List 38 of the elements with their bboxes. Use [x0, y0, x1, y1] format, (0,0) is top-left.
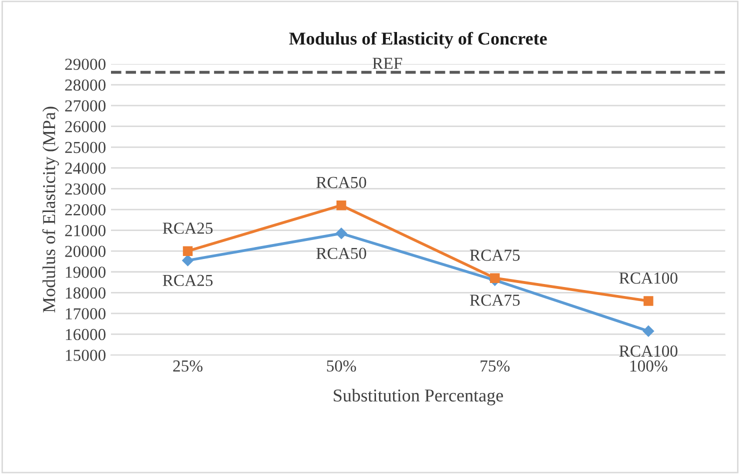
- y-tick-label: 17000: [66, 308, 106, 320]
- annotation: RCA25: [162, 222, 213, 234]
- annotation: RCA25: [162, 274, 213, 286]
- point: [182, 254, 194, 266]
- y-tick-label: 21000: [65, 224, 106, 236]
- point: [336, 200, 346, 210]
- point: [644, 296, 654, 306]
- x-tick-label: 75%: [480, 360, 510, 372]
- y-tick-label: 26000: [65, 121, 106, 132]
- y-tick-label: 27000: [65, 100, 106, 112]
- y-tick-label: 24000: [65, 162, 106, 174]
- annotation: RCA50: [316, 248, 366, 260]
- chart-title: Modulus of Elasticity of Concrete: [289, 32, 547, 48]
- x-tick-label: 25%: [173, 360, 202, 372]
- y-tick-label: 29000: [65, 58, 106, 70]
- y-tick-label: 15000: [66, 350, 106, 361]
- y-tick-label: 18000: [66, 287, 106, 299]
- x-tick-label: 100%: [630, 360, 668, 372]
- y-tick-label: 23000: [65, 183, 106, 195]
- x-tick-label: 50%: [327, 360, 356, 372]
- annotation: RCA75: [470, 250, 520, 261]
- y-tick-label: 16000: [66, 328, 106, 340]
- y-tick-label: 25000: [65, 142, 106, 154]
- point: [490, 273, 500, 283]
- annotation: RCA50: [316, 176, 366, 188]
- annotation: RCA100: [619, 345, 678, 357]
- x-axis-title: Substitution Percentage: [334, 388, 503, 406]
- y-tick-label: 28000: [65, 79, 106, 91]
- point: [642, 326, 654, 337]
- annotation: RCA75: [470, 294, 520, 306]
- annotation: RCA100: [619, 272, 678, 284]
- y-axis-title: Modulus of Elasticity (MPa): [42, 106, 59, 313]
- y-tick-label: 20000: [65, 246, 106, 258]
- point: [182, 246, 193, 256]
- ref-line-label: REF: [372, 58, 402, 69]
- y-tick-label: 19000: [66, 266, 106, 278]
- point: [336, 228, 347, 240]
- y-tick-label: 22000: [65, 204, 106, 216]
